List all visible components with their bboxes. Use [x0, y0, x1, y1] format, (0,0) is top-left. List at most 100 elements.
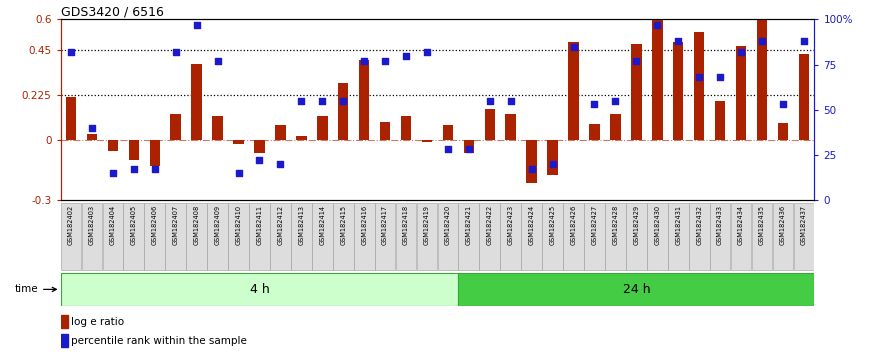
- FancyBboxPatch shape: [144, 203, 166, 270]
- Bar: [673, 41, 684, 140]
- Text: GSM182427: GSM182427: [592, 205, 597, 245]
- Text: GSM182411: GSM182411: [256, 205, 263, 245]
- FancyBboxPatch shape: [270, 203, 291, 270]
- FancyBboxPatch shape: [312, 203, 333, 270]
- Bar: [569, 41, 578, 140]
- Bar: [442, 125, 453, 140]
- Point: [126, 166, 141, 172]
- FancyBboxPatch shape: [794, 203, 814, 270]
- Text: GSM182422: GSM182422: [487, 205, 493, 245]
- Point: [106, 170, 120, 176]
- Bar: [233, 140, 244, 144]
- Bar: [255, 140, 264, 153]
- Text: GSM182437: GSM182437: [801, 205, 807, 245]
- Bar: [380, 122, 391, 140]
- Point: [148, 166, 162, 172]
- Text: GSM182415: GSM182415: [340, 205, 346, 245]
- Point: [651, 22, 665, 28]
- Text: GSM182412: GSM182412: [278, 205, 283, 245]
- Bar: [191, 64, 202, 140]
- Point: [692, 74, 707, 80]
- FancyBboxPatch shape: [354, 203, 375, 270]
- Bar: [296, 136, 306, 140]
- Point: [190, 22, 204, 28]
- Point: [315, 98, 329, 103]
- FancyBboxPatch shape: [458, 273, 814, 306]
- Point: [734, 49, 748, 55]
- Text: GSM182420: GSM182420: [445, 205, 451, 245]
- Point: [357, 58, 371, 64]
- FancyBboxPatch shape: [709, 203, 731, 270]
- Bar: [631, 44, 642, 140]
- Point: [441, 147, 455, 152]
- Bar: [652, 16, 662, 140]
- Point: [546, 161, 560, 167]
- Text: GSM182424: GSM182424: [529, 205, 535, 245]
- Text: GSM182430: GSM182430: [654, 205, 660, 245]
- Bar: [171, 114, 181, 140]
- Text: GSM182426: GSM182426: [570, 205, 577, 245]
- Bar: [526, 140, 537, 183]
- Point: [482, 98, 497, 103]
- FancyBboxPatch shape: [522, 203, 542, 270]
- FancyBboxPatch shape: [438, 203, 458, 270]
- Point: [210, 58, 224, 64]
- Point: [253, 158, 267, 163]
- Text: log e ratio: log e ratio: [71, 316, 125, 326]
- Bar: [150, 140, 160, 166]
- Text: GSM182436: GSM182436: [780, 205, 786, 245]
- Bar: [108, 140, 118, 151]
- Text: GSM182428: GSM182428: [612, 205, 619, 245]
- Bar: [400, 116, 411, 140]
- Point: [713, 74, 727, 80]
- FancyBboxPatch shape: [291, 203, 312, 270]
- FancyBboxPatch shape: [480, 203, 500, 270]
- Bar: [798, 53, 809, 140]
- Text: GSM182434: GSM182434: [738, 205, 744, 245]
- FancyBboxPatch shape: [689, 203, 709, 270]
- Text: GSM182416: GSM182416: [361, 205, 368, 245]
- Text: GSM182425: GSM182425: [550, 205, 555, 245]
- FancyBboxPatch shape: [124, 203, 144, 270]
- FancyBboxPatch shape: [458, 203, 479, 270]
- FancyBboxPatch shape: [82, 203, 102, 270]
- Bar: [778, 123, 789, 140]
- Text: GSM182432: GSM182432: [696, 205, 702, 245]
- Point: [776, 102, 790, 107]
- Text: GSM182403: GSM182403: [89, 205, 95, 245]
- Bar: [86, 134, 97, 140]
- FancyBboxPatch shape: [731, 203, 751, 270]
- Bar: [317, 116, 328, 140]
- FancyBboxPatch shape: [375, 203, 395, 270]
- Point: [85, 125, 99, 131]
- Text: GSM182409: GSM182409: [214, 205, 221, 245]
- FancyBboxPatch shape: [186, 203, 207, 270]
- FancyBboxPatch shape: [228, 203, 249, 270]
- FancyBboxPatch shape: [102, 203, 123, 270]
- Bar: [61, 334, 68, 347]
- Text: GSM182435: GSM182435: [759, 205, 765, 245]
- FancyBboxPatch shape: [668, 203, 689, 270]
- Bar: [359, 59, 369, 140]
- Bar: [213, 116, 222, 140]
- Point: [629, 58, 643, 64]
- FancyBboxPatch shape: [773, 203, 793, 270]
- Text: GSM182402: GSM182402: [68, 205, 74, 245]
- Bar: [275, 125, 286, 140]
- Point: [231, 170, 246, 176]
- FancyBboxPatch shape: [61, 273, 458, 306]
- Bar: [484, 109, 495, 140]
- Bar: [506, 114, 516, 140]
- FancyBboxPatch shape: [396, 203, 417, 270]
- FancyBboxPatch shape: [626, 203, 647, 270]
- Bar: [338, 82, 349, 140]
- Text: GSM182408: GSM182408: [194, 205, 199, 245]
- Bar: [589, 124, 600, 140]
- Point: [168, 49, 182, 55]
- Text: GSM182414: GSM182414: [320, 205, 325, 245]
- FancyBboxPatch shape: [605, 203, 626, 270]
- Point: [587, 102, 602, 107]
- FancyBboxPatch shape: [166, 203, 186, 270]
- FancyBboxPatch shape: [752, 203, 773, 270]
- Point: [524, 166, 538, 172]
